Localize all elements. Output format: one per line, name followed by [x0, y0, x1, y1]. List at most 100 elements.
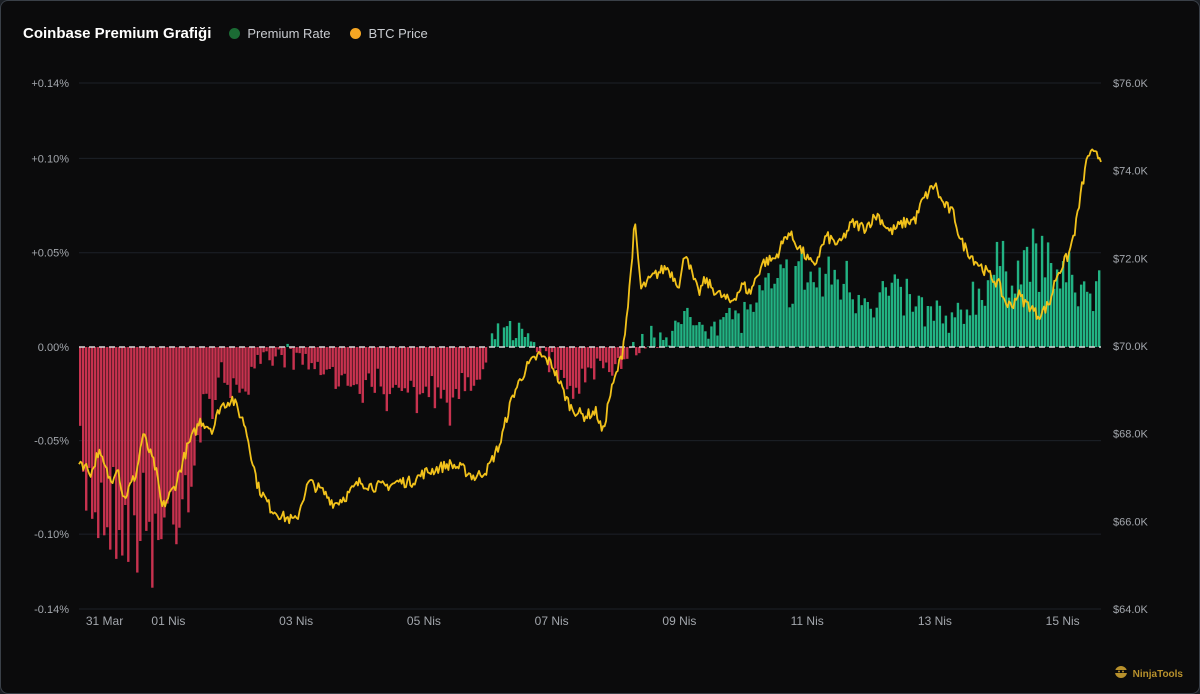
premium-bar [794, 266, 797, 347]
premium-bar [917, 295, 921, 347]
premium-bar [451, 347, 455, 398]
chart-header: Coinbase Premium Grafiği Premium Rate BT… [23, 23, 448, 43]
premium-bar [403, 347, 407, 389]
premium-bar [722, 317, 725, 347]
premium-bar [556, 347, 560, 381]
premium-bar [743, 301, 746, 347]
premium-bar [1058, 288, 1062, 347]
premium-bar [478, 347, 482, 380]
premium-bar [728, 307, 731, 347]
x-tick-label: 15 Nis [1046, 614, 1080, 628]
premium-bar [806, 282, 809, 347]
y-right-tick-label: $72.0K [1113, 253, 1149, 265]
premium-bar [247, 347, 250, 395]
premium-bar [184, 347, 187, 476]
premium-bar [680, 324, 683, 347]
premium-bar [686, 307, 689, 347]
premium-bar [746, 309, 749, 347]
premium-bar [665, 337, 668, 347]
premium-bar [656, 347, 659, 348]
premium-bar [821, 296, 824, 347]
premium-bar [262, 347, 265, 353]
premium-bar [166, 347, 169, 504]
premium-bar [974, 314, 978, 347]
premium-bar [965, 309, 969, 347]
premium-bar [220, 347, 223, 363]
premium-bar [671, 330, 674, 347]
premium-bar [914, 306, 918, 347]
premium-bar [719, 319, 722, 347]
legend-item-btc-price[interactable]: BTC Price [350, 26, 428, 41]
premium-bar [424, 347, 428, 387]
premium-bar [611, 347, 614, 376]
premium-bar [79, 347, 82, 426]
premium-bar [788, 307, 791, 347]
x-tick-label: 03 Nis [279, 614, 313, 628]
premium-bar [977, 288, 981, 347]
premium-bar [133, 347, 136, 516]
premium-bar [106, 347, 109, 528]
premium-bar [953, 317, 957, 347]
premium-bar [109, 347, 112, 550]
premium-bar [1004, 271, 1008, 347]
premium-bar [707, 338, 710, 347]
premium-bar [830, 284, 833, 347]
premium-bar [998, 266, 1002, 347]
premium-bar [1082, 281, 1086, 347]
premium-bar [172, 347, 175, 525]
premium-bar [764, 277, 767, 347]
premium-bar [265, 347, 268, 352]
premium-bar [190, 347, 193, 487]
premium-bar [737, 313, 740, 347]
premium-bar [544, 347, 548, 352]
premium-bar [626, 347, 629, 359]
premium-bar [250, 347, 253, 367]
premium-bar [502, 327, 506, 347]
premium-bar [238, 347, 241, 393]
premium-bar [517, 322, 521, 347]
premium-bar [316, 347, 319, 362]
premium-bar [827, 256, 830, 347]
premium-bar [112, 347, 115, 467]
premium-bar [893, 274, 896, 347]
premium-bar [289, 347, 292, 350]
premium-bar [1094, 281, 1098, 347]
premium-bar [1040, 235, 1044, 347]
legend-label-premium-rate: Premium Rate [247, 25, 331, 41]
premium-bar [352, 347, 355, 386]
premium-bar [848, 292, 851, 347]
y-right-tick-label: $64.0K [1113, 604, 1149, 616]
premium-bar [550, 347, 554, 353]
premium-bar [490, 333, 494, 347]
premium-bar [523, 337, 527, 347]
y-right-tick-label: $74.0K [1113, 166, 1149, 178]
premium-bar [872, 317, 875, 347]
premium-bar [755, 302, 758, 347]
premium-bar [211, 347, 214, 419]
y-right-tick-label: $68.0K [1113, 429, 1149, 441]
premium-bar [761, 290, 764, 347]
premium-bar [1019, 284, 1023, 347]
legend-item-premium-rate[interactable]: Premium Rate [229, 26, 330, 41]
premium-bar [1028, 281, 1032, 347]
premium-bar [647, 346, 650, 347]
premium-bar [1085, 291, 1089, 347]
premium-bar [388, 347, 392, 395]
premium-bar [878, 292, 881, 347]
premium-bar [980, 300, 984, 347]
premium-bar [1001, 240, 1005, 347]
premium-bar [286, 343, 289, 347]
y-left-tick-label: 0.00% [38, 342, 69, 354]
premium-bar [845, 260, 848, 347]
premium-bar [256, 347, 259, 355]
premium-bar [160, 347, 163, 540]
premium-bar [202, 347, 205, 395]
premium-bar [908, 294, 912, 347]
premium-bar [232, 347, 235, 379]
premium-bar [235, 347, 238, 385]
premium-bar [130, 347, 133, 481]
y-left-tick-label: +0.05% [31, 248, 69, 260]
premium-bar [1091, 311, 1095, 347]
